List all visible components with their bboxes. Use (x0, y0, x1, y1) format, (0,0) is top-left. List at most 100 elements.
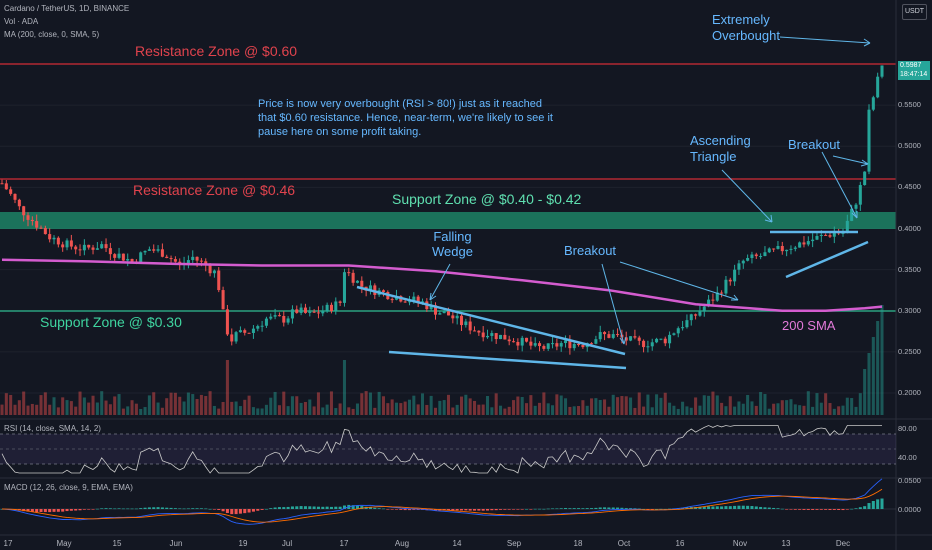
price-tick: 0.2500 (898, 346, 921, 356)
candle-body (43, 228, 47, 235)
candle-body (516, 341, 520, 346)
macd-hist-bar (56, 509, 60, 512)
candle-body (655, 338, 659, 343)
macd-hist-bar (481, 509, 485, 511)
macd-hist-bar (802, 509, 806, 510)
volume-bar (499, 405, 503, 415)
candle-body (208, 265, 212, 274)
volume-bar (91, 395, 95, 415)
volume-bar (655, 394, 659, 415)
macd-hist-bar (603, 507, 607, 509)
candle-body (577, 343, 581, 346)
breakout1-arrow (601, 263, 625, 345)
candle-body (273, 315, 277, 317)
candle-body (52, 237, 56, 240)
volume-bar (754, 405, 758, 415)
symbol-legend[interactable]: Cardano / TetherUS, 1D, BINANCE (4, 4, 130, 13)
macd-hist-bar (655, 508, 659, 510)
candle-body (472, 330, 477, 332)
candle-body (156, 249, 160, 251)
macd-legend[interactable]: MACD (12, 26, close, 9, EMA, EMA) (4, 483, 133, 492)
volume-bar (22, 391, 26, 415)
breakout-2-label: Breakout (788, 137, 841, 152)
candle-body (186, 260, 190, 264)
macd-hist-bar (793, 509, 797, 510)
candle-body (442, 311, 446, 314)
volume-bar (295, 396, 299, 415)
candle-body (603, 332, 607, 335)
volume-bar (681, 401, 685, 415)
currency-button[interactable]: USDT (902, 4, 927, 20)
volume-bar (386, 403, 390, 415)
volume-bar (169, 392, 173, 415)
macd-hist-bar (724, 506, 728, 509)
volume-bar (39, 395, 43, 415)
macd-hist-bar (585, 508, 589, 509)
macd-hist-bar (815, 509, 819, 510)
candle-body (225, 309, 229, 335)
time-tick: 18 (573, 539, 583, 548)
volume-bar (329, 391, 333, 415)
volume-bar (512, 400, 516, 415)
macd-hist-bar (100, 508, 104, 509)
macd-hist-bar (754, 506, 758, 509)
candle-body (199, 260, 203, 262)
volume-bar (850, 398, 854, 415)
volume-bar (789, 399, 793, 415)
candle-body (312, 311, 316, 313)
macd-hist-bar (325, 506, 329, 509)
candle-body (850, 208, 854, 221)
time-tick: May (56, 539, 72, 548)
volume-bar (494, 393, 498, 415)
time-tick: 13 (781, 539, 791, 548)
candle-body (832, 232, 836, 237)
volume-bar (412, 395, 416, 415)
volume-bar (590, 398, 594, 415)
candle-body (212, 270, 216, 274)
macd-hist-bar (264, 508, 268, 510)
macd-hist-bar (126, 508, 130, 510)
volume-bar (52, 397, 56, 415)
candle-body (520, 337, 524, 346)
macd-hist-bar (789, 509, 793, 510)
macd-hist-bar (486, 509, 490, 511)
ma-legend[interactable]: MA (200, close, 0, SMA, 5) (4, 30, 100, 39)
rsi-legend[interactable]: RSI (14, close, SMA, 14, 2) (4, 424, 101, 433)
macd-hist-bar (646, 509, 650, 510)
candle-body (108, 248, 112, 255)
macd-hist-bar (147, 507, 151, 509)
volume-bar (629, 397, 633, 415)
candle-body (4, 183, 8, 190)
volume-bar (373, 407, 377, 415)
candle-body (750, 254, 754, 259)
candle-body (360, 280, 364, 287)
candle-body (429, 305, 433, 310)
macd-hist-bar (256, 509, 260, 511)
macd-hist-bar (377, 508, 381, 509)
macd-hist-bar (824, 509, 828, 510)
macd-hist-bar (35, 509, 39, 513)
candle-body (564, 340, 568, 344)
candle-body (828, 235, 832, 237)
candle-body (48, 234, 52, 240)
volume-bar (30, 403, 34, 415)
volume-bar (832, 408, 836, 415)
volume-bar (325, 404, 329, 415)
triangle-bottom-line (785, 240, 869, 279)
candle-body (420, 301, 425, 303)
volume-bar (568, 406, 572, 415)
volume-bar (65, 400, 69, 415)
candle-body (707, 299, 711, 307)
candle-body (100, 244, 104, 249)
macd-hist-bar (568, 508, 572, 509)
volume-bar (407, 399, 412, 415)
volume-legend[interactable]: Vol · ADA (4, 17, 39, 26)
volume-bar (676, 408, 680, 415)
volume-bar (438, 400, 442, 415)
volume-bar (117, 394, 121, 415)
candles (0, 65, 884, 355)
macd-hist-bar (308, 506, 312, 509)
candle-body (512, 341, 516, 343)
candle-body (286, 318, 290, 323)
